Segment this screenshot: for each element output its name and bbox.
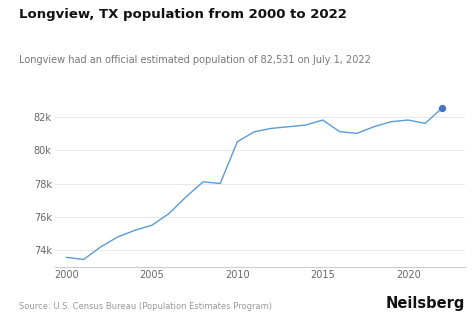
Text: Neilsberg: Neilsberg xyxy=(385,296,465,311)
Text: Longview, TX population from 2000 to 2022: Longview, TX population from 2000 to 202… xyxy=(19,8,347,21)
Text: Longview had an official estimated population of 82,531 on July 1, 2022: Longview had an official estimated popul… xyxy=(19,55,371,65)
Text: Source: U.S. Census Bureau (Population Estimates Program): Source: U.S. Census Bureau (Population E… xyxy=(19,302,272,311)
Point xyxy=(438,105,446,110)
